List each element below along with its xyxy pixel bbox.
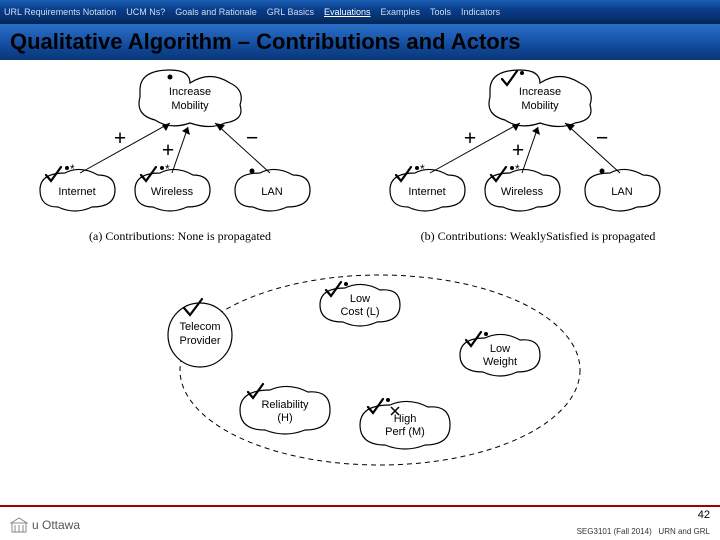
svg-text:Reliability: Reliability [261,399,309,411]
star-icon: * [70,162,75,176]
dot-icon [510,166,514,170]
label-lan-a: LAN [261,186,282,198]
softgoal-top-b: Increase Mobility [489,70,591,127]
course-line2: URN and GRL [658,527,710,536]
contribution-sign: + [512,137,525,162]
actor-node: Telecom Provider [168,299,232,367]
svg-text:(H): (H) [277,412,292,424]
softgoal-lan-b: LAN [585,169,660,212]
tab-evaluations[interactable]: Evaluations [324,7,371,17]
top-nav: URL Requirements Notation UCM Ns? Goals … [0,0,720,24]
contribution-sign: + [162,137,175,162]
caption-a: (a) Contributions: None is propagated [89,229,271,243]
building-icon [10,516,28,534]
dot-icon [344,282,348,286]
page-title: Qualitative Algorithm – Contributions an… [10,29,521,55]
svg-text:Weight: Weight [483,356,517,368]
svg-text:Perf (M): Perf (M) [385,426,425,438]
panel-b: Increase Mobility Internet * Wireless * … [370,65,700,265]
label-wireless-b: Wireless [501,186,544,198]
softgoal-top-a: Increase Mobility [139,70,241,127]
tab-indicators[interactable]: Indicators [461,7,500,17]
contribution-link [215,123,270,173]
dot-icon [520,71,524,75]
svg-text:Telecom: Telecom [180,321,221,333]
svg-text:High: High [394,413,417,425]
page-number: 42 [698,509,710,521]
softgoal-wireless-a: Wireless * [135,162,210,211]
panel-c: Telecom Provider Low Cost (L) Low Weight… [130,260,590,490]
contribution-sign: − [596,125,609,150]
softgoal-lowweight: Low Weight [460,332,540,376]
svg-text:Provider: Provider [180,335,221,347]
tab-examples[interactable]: Examples [381,7,421,17]
course-info: SEG3101 (Fall 2014) URN and GRL [577,527,710,536]
panel-a: Increase Mobility Internet * Wireless * … [20,65,340,265]
dot-icon [484,332,488,336]
label-internet-a: Internet [58,186,95,198]
dot-icon [415,166,419,170]
dot-icon [160,166,164,170]
softgoal-internet-b: Internet * [390,162,465,211]
softgoal-top-b-line2: Mobility [521,100,559,112]
label-wireless-a: Wireless [151,186,194,198]
svg-text:Cost (L): Cost (L) [340,306,379,318]
eval-dot-icon [168,75,173,80]
contribution-link [522,127,538,173]
star-icon: * [420,162,425,176]
softgoal-internet-a: Internet * [40,162,115,211]
title-bar: Qualitative Algorithm – Contributions an… [0,24,720,60]
contribution-sign: + [464,125,477,150]
contribution-sign: + [114,125,127,150]
course-line1: SEG3101 (Fall 2014) [577,527,652,536]
tab-tools[interactable]: Tools [430,7,451,17]
softgoal-lan-a: LAN [235,169,310,212]
tab-urn[interactable]: URL Requirements Notation [4,7,116,17]
caption-b: (b) Contributions: WeaklySatisfied is pr… [421,229,656,243]
dot-icon [250,169,255,174]
softgoal-reliability: Reliability (H) [240,384,330,434]
tab-grl[interactable]: GRL Basics [267,7,314,17]
tab-ucm[interactable]: UCM Ns? [126,7,165,17]
university-logo: u Ottawa [10,516,80,534]
diagram-stage: Increase Mobility Internet * Wireless * … [0,60,720,505]
contribution-sign: − [246,125,259,150]
dot-icon [65,166,69,170]
softgoal-lowcost: Low Cost (L) [320,282,400,326]
dot-icon [386,398,390,402]
dot-icon [600,169,605,174]
softgoal-highperf: High Perf (M) [360,398,450,449]
svg-text:Low: Low [350,293,370,305]
label-lan-b: LAN [611,186,632,198]
softgoal-top-a-line2: Mobility [171,100,209,112]
svg-text:Low: Low [490,343,510,355]
contribution-link [565,123,620,173]
tab-goals[interactable]: Goals and Rationale [175,7,257,17]
star-icon: * [165,162,170,176]
softgoal-wireless-b: Wireless * [485,162,560,211]
university-name: u Ottawa [32,518,80,532]
star-icon: * [515,162,520,176]
softgoal-top-b-line1: Increase [519,86,561,98]
footer: u Ottawa 42 SEG3101 (Fall 2014) URN and … [0,505,720,540]
label-internet-b: Internet [408,186,445,198]
softgoal-top-a-line1: Increase [169,86,211,98]
contribution-link [172,127,188,173]
